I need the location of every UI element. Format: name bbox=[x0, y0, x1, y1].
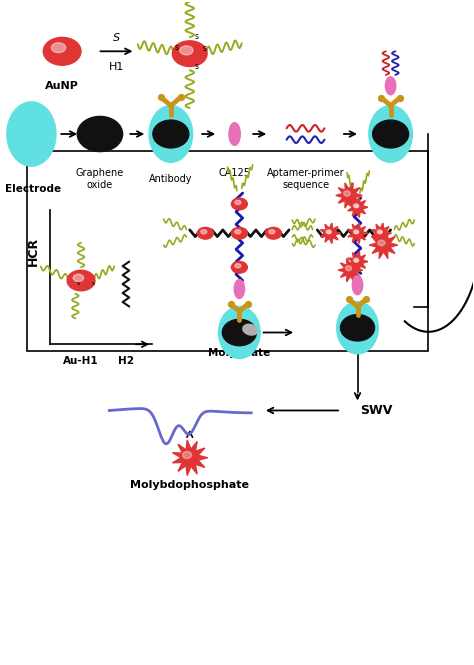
Ellipse shape bbox=[353, 203, 358, 207]
Ellipse shape bbox=[235, 229, 241, 234]
Ellipse shape bbox=[231, 198, 247, 210]
Ellipse shape bbox=[222, 319, 256, 346]
Text: H2: H2 bbox=[118, 356, 134, 366]
Text: H1: H1 bbox=[109, 62, 124, 72]
Ellipse shape bbox=[377, 229, 382, 234]
Ellipse shape bbox=[77, 116, 123, 152]
Text: s: s bbox=[91, 281, 95, 286]
Ellipse shape bbox=[353, 229, 358, 234]
Ellipse shape bbox=[355, 259, 358, 262]
Text: s: s bbox=[174, 43, 179, 52]
Polygon shape bbox=[348, 197, 368, 217]
Ellipse shape bbox=[149, 106, 192, 162]
Text: s: s bbox=[194, 31, 199, 41]
Polygon shape bbox=[336, 183, 362, 208]
Ellipse shape bbox=[352, 203, 363, 211]
Ellipse shape bbox=[385, 77, 396, 95]
Polygon shape bbox=[320, 223, 340, 243]
Ellipse shape bbox=[352, 257, 363, 265]
Ellipse shape bbox=[73, 274, 84, 281]
Ellipse shape bbox=[231, 227, 247, 239]
Ellipse shape bbox=[180, 46, 193, 55]
Ellipse shape bbox=[235, 264, 241, 268]
Ellipse shape bbox=[182, 452, 191, 459]
Ellipse shape bbox=[355, 205, 358, 207]
Ellipse shape bbox=[235, 200, 241, 205]
Ellipse shape bbox=[153, 120, 189, 148]
Text: Molybdophosphate: Molybdophosphate bbox=[130, 480, 249, 490]
Polygon shape bbox=[348, 251, 368, 272]
Ellipse shape bbox=[378, 231, 382, 233]
Ellipse shape bbox=[243, 325, 258, 335]
Polygon shape bbox=[369, 231, 398, 259]
Ellipse shape bbox=[67, 270, 95, 291]
Ellipse shape bbox=[201, 229, 207, 234]
Ellipse shape bbox=[355, 231, 358, 233]
Text: Aptamer-primer
sequence: Aptamer-primer sequence bbox=[267, 168, 344, 190]
Ellipse shape bbox=[369, 106, 412, 162]
Ellipse shape bbox=[269, 229, 275, 234]
Text: s: s bbox=[194, 62, 199, 70]
Ellipse shape bbox=[326, 229, 331, 234]
Polygon shape bbox=[173, 440, 208, 475]
Text: CA125: CA125 bbox=[219, 168, 251, 178]
Ellipse shape bbox=[376, 229, 387, 237]
Text: SWV: SWV bbox=[360, 404, 392, 417]
Ellipse shape bbox=[173, 41, 207, 66]
Ellipse shape bbox=[353, 258, 358, 262]
Ellipse shape bbox=[265, 227, 282, 239]
Text: Au-H1: Au-H1 bbox=[63, 356, 99, 366]
Text: Molybdate: Molybdate bbox=[208, 348, 271, 358]
Ellipse shape bbox=[352, 229, 363, 237]
Ellipse shape bbox=[327, 231, 331, 233]
Ellipse shape bbox=[378, 240, 385, 246]
Text: HCR: HCR bbox=[27, 237, 40, 265]
Text: AuNP: AuNP bbox=[45, 80, 79, 90]
Ellipse shape bbox=[219, 307, 260, 358]
Ellipse shape bbox=[51, 43, 66, 53]
Ellipse shape bbox=[43, 37, 81, 65]
Polygon shape bbox=[371, 223, 392, 243]
Polygon shape bbox=[338, 259, 363, 282]
Bar bbox=[27, 150, 428, 351]
Ellipse shape bbox=[346, 266, 352, 271]
Polygon shape bbox=[348, 223, 368, 243]
Ellipse shape bbox=[344, 191, 350, 196]
Text: S: S bbox=[113, 33, 120, 43]
Ellipse shape bbox=[352, 276, 363, 295]
Ellipse shape bbox=[7, 102, 56, 166]
Text: s: s bbox=[203, 45, 207, 53]
Text: Antibody: Antibody bbox=[149, 174, 192, 184]
Ellipse shape bbox=[337, 302, 378, 354]
Ellipse shape bbox=[197, 227, 213, 239]
Ellipse shape bbox=[373, 120, 409, 148]
Text: Electrode: Electrode bbox=[5, 184, 62, 194]
Ellipse shape bbox=[325, 229, 336, 237]
Ellipse shape bbox=[340, 315, 374, 341]
Ellipse shape bbox=[231, 261, 247, 273]
Text: Graphene
oxide: Graphene oxide bbox=[76, 168, 124, 190]
Ellipse shape bbox=[234, 279, 245, 299]
Text: s: s bbox=[76, 281, 80, 286]
Ellipse shape bbox=[229, 122, 240, 146]
